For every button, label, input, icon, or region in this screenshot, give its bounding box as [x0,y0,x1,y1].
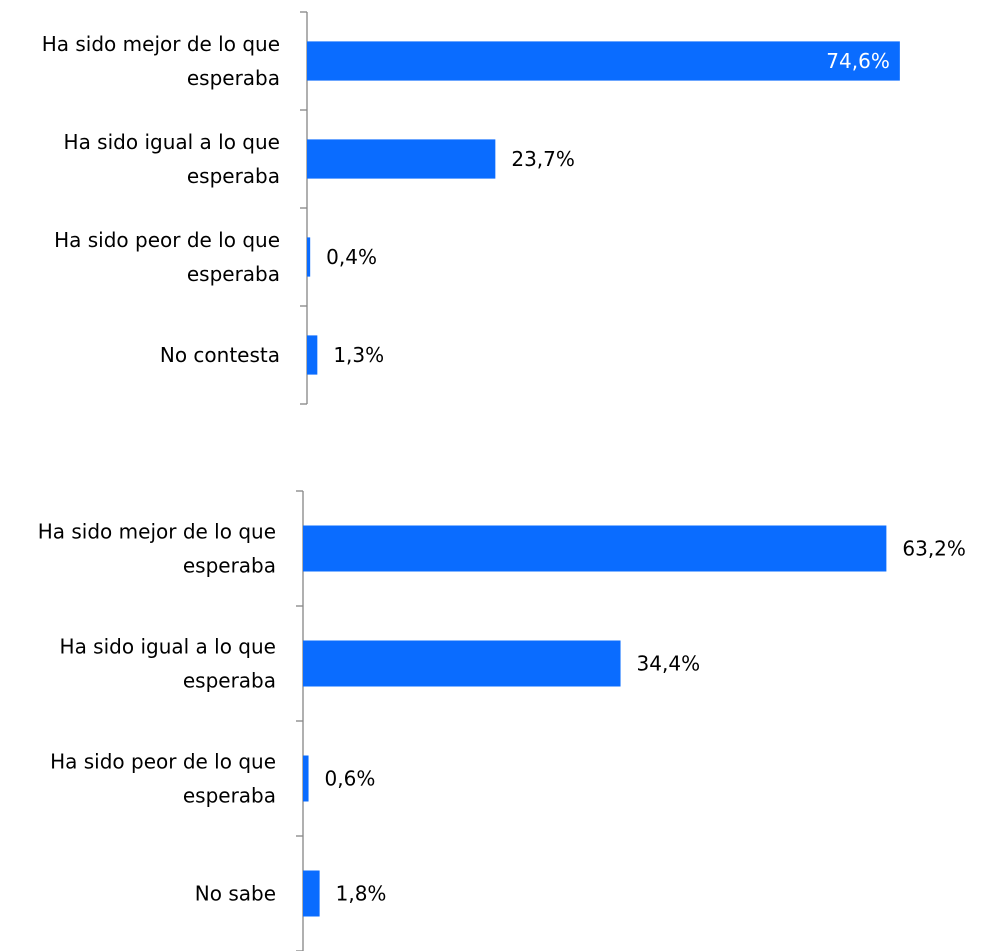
category-label: Ha sido mejor de lo que esperaba [38,520,276,578]
bar-2 [303,640,621,687]
bar-1 [303,525,887,572]
category-label-line: esperaba [183,784,276,808]
value-label: 74,6% [826,49,890,73]
category-label-line: No contesta [160,343,280,367]
category-label-line: Ha sido mejor de lo que [42,32,280,56]
bar-3 [303,755,309,802]
category-label-line: Ha sido igual a lo que [60,635,276,659]
value-label: 63,2% [902,537,966,561]
category-label-line: esperaba [187,262,280,286]
category-label-line: esperaba [183,554,276,578]
category-label-line: Ha sido igual a lo que [64,130,280,154]
chart-top: Ha sido mejor de lo que esperaba 74,6% Ha s… [42,11,900,405]
bar-4 [307,335,318,375]
value-label: 1,3% [333,343,384,367]
value-label: 0,4% [326,245,377,269]
value-label: 1,8% [336,882,387,906]
chart-bottom: Ha sido mejor de lo que esperaba 63,2% Ha s… [38,490,966,951]
bar-1 [307,41,900,81]
category-label-line: No sabe [195,882,276,906]
bar-2 [307,139,496,179]
category-label: Ha sido igual a lo que esperaba [64,130,280,188]
bar-4 [303,870,320,917]
value-label: 0,6% [325,767,376,791]
category-label: Ha sido igual a lo que esperaba [60,635,276,693]
category-label: No contesta [160,343,280,367]
bar-3 [307,237,311,277]
category-label: Ha sido peor de lo que esperaba [50,750,276,808]
category-label-line: Ha sido peor de lo que [54,228,280,252]
category-label-line: Ha sido mejor de lo que [38,520,276,544]
category-label: No sabe [195,882,276,906]
category-label-line: esperaba [183,669,276,693]
category-label-line: Ha sido peor de lo que [50,750,276,774]
value-label: 34,4% [637,652,701,676]
value-label: 23,7% [511,147,575,171]
category-label-line: esperaba [187,66,280,90]
category-label: Ha sido peor de lo que esperaba [54,228,280,286]
category-label: Ha sido mejor de lo que esperaba [42,32,280,90]
category-label-line: esperaba [187,164,280,188]
